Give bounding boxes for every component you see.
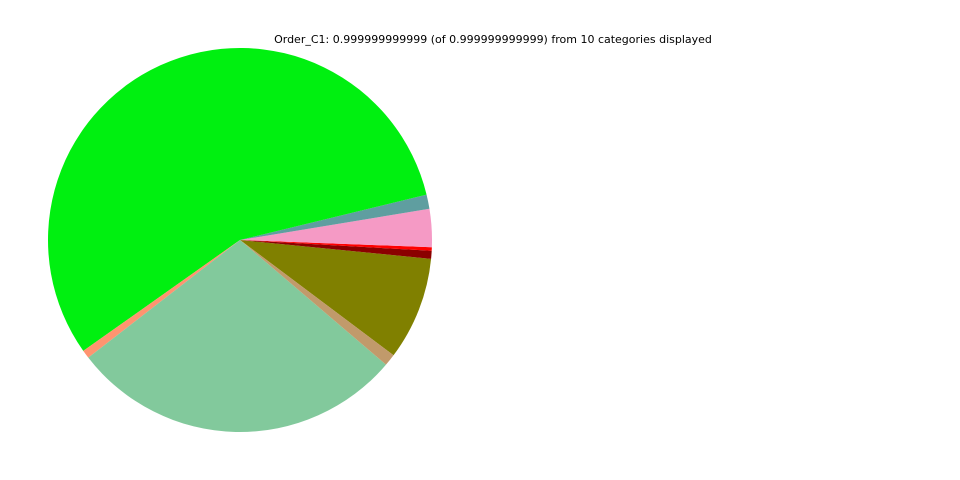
- pie-slice-6: [83, 240, 240, 358]
- pie-slice-5: [48, 48, 427, 351]
- chart-title: Order_C1: 0.999999999999 (of 0.999999999…: [274, 33, 712, 46]
- pie-slice-0: [240, 240, 432, 356]
- pie-slice-3: [240, 208, 433, 248]
- pie-slice-1: [240, 240, 432, 259]
- pie-slice-7: [88, 240, 387, 432]
- pie-slice-2: [240, 240, 432, 251]
- pie-slice-8: [240, 240, 394, 365]
- pie-slice-4: [240, 194, 430, 240]
